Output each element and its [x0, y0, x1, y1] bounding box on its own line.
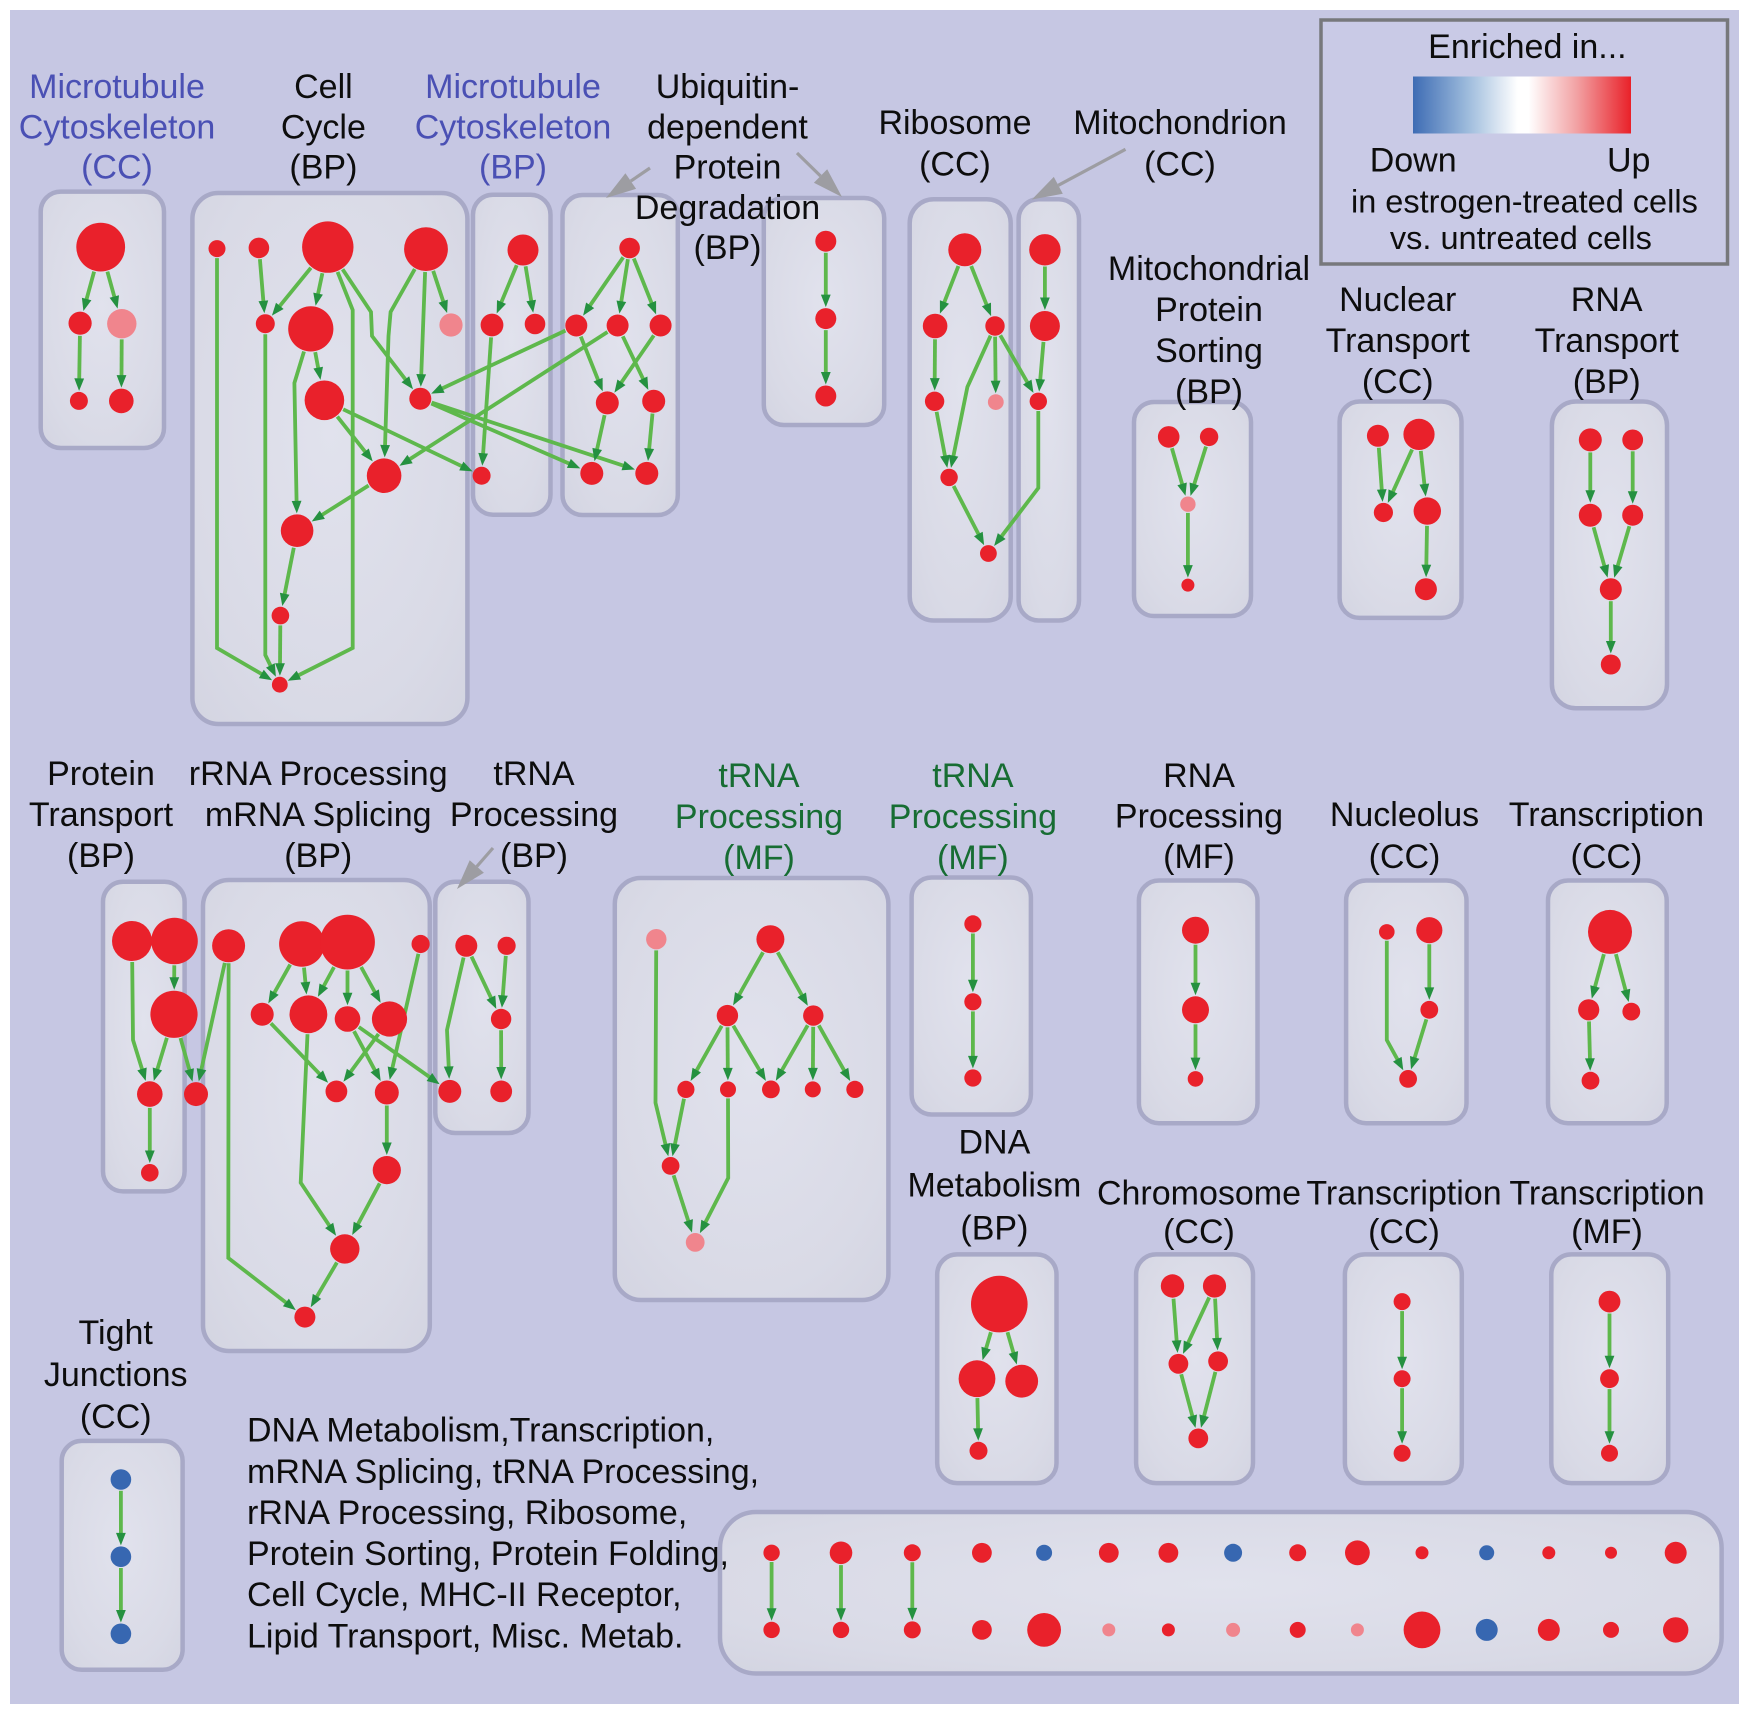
svg-text:Protein: Protein: [1155, 291, 1263, 329]
svg-text:Lipid Transport, Misc. Metab.: Lipid Transport, Misc. Metab.: [247, 1617, 684, 1655]
svg-text:Mitochondrion: Mitochondrion: [1073, 104, 1287, 142]
svg-text:Cell: Cell: [294, 68, 353, 106]
svg-text:RNA: RNA: [1163, 757, 1235, 795]
svg-text:Cell Cycle, MHC-II Receptor,: Cell Cycle, MHC-II Receptor,: [247, 1576, 682, 1614]
svg-text:(CC): (CC): [80, 1398, 152, 1436]
svg-text:Nucleolus: Nucleolus: [1330, 796, 1479, 834]
svg-text:Transcription: Transcription: [1509, 1175, 1704, 1213]
svg-text:Junctions: Junctions: [44, 1356, 188, 1394]
svg-text:Microtubule: Microtubule: [425, 68, 601, 106]
svg-text:(MF): (MF): [1571, 1213, 1643, 1251]
svg-text:(CC): (CC): [1163, 1213, 1235, 1251]
svg-text:(BP): (BP): [67, 837, 135, 875]
svg-text:(MF): (MF): [1163, 838, 1235, 876]
svg-text:Down: Down: [1370, 142, 1457, 180]
svg-text:(BP): (BP): [284, 837, 352, 875]
svg-text:Transport: Transport: [1535, 322, 1680, 360]
svg-text:(CC): (CC): [1362, 363, 1434, 401]
svg-text:(BP): (BP): [694, 229, 762, 267]
svg-text:Ribosome: Ribosome: [878, 104, 1031, 142]
svg-text:(CC): (CC): [1144, 146, 1216, 184]
svg-text:Processing: Processing: [1115, 798, 1283, 836]
svg-text:vs. untreated cells: vs. untreated cells: [1390, 220, 1652, 256]
svg-text:mRNA Splicing, tRNA Processing: mRNA Splicing, tRNA Processing,: [247, 1453, 759, 1491]
svg-text:rRNA Processing, Ribosome,: rRNA Processing, Ribosome,: [247, 1494, 687, 1532]
svg-text:(CC): (CC): [1369, 838, 1441, 876]
svg-text:Microtubule: Microtubule: [29, 68, 205, 106]
svg-text:Processing: Processing: [675, 798, 843, 836]
svg-text:Transport: Transport: [29, 796, 174, 834]
svg-text:Protein Sorting, Protein Foldi: Protein Sorting, Protein Folding,: [247, 1535, 729, 1573]
svg-text:DNA Metabolism,Transcription,: DNA Metabolism,Transcription,: [247, 1412, 714, 1450]
svg-text:Protein: Protein: [47, 755, 155, 793]
svg-text:(CC): (CC): [919, 146, 991, 184]
svg-text:(BP): (BP): [479, 149, 547, 187]
svg-text:Enriched in...: Enriched in...: [1428, 28, 1626, 66]
svg-text:Nuclear: Nuclear: [1339, 281, 1456, 319]
svg-text:Transport: Transport: [1326, 322, 1471, 360]
svg-text:Transcription: Transcription: [1306, 1175, 1501, 1213]
svg-text:Ubiquitin-: Ubiquitin-: [656, 68, 800, 106]
svg-text:in estrogen-treated cells: in estrogen-treated cells: [1351, 184, 1698, 220]
svg-text:Transcription: Transcription: [1509, 796, 1704, 834]
svg-text:(MF): (MF): [723, 839, 795, 877]
svg-text:(CC): (CC): [1571, 838, 1643, 876]
svg-text:RNA: RNA: [1571, 281, 1643, 319]
svg-text:(CC): (CC): [1368, 1213, 1440, 1251]
svg-text:Processing: Processing: [450, 796, 618, 834]
svg-text:(BP): (BP): [960, 1210, 1028, 1248]
svg-text:Chromosome: Chromosome: [1097, 1175, 1301, 1213]
svg-text:tRNA: tRNA: [718, 757, 800, 795]
svg-text:Metabolism: Metabolism: [907, 1167, 1081, 1205]
svg-text:Sorting: Sorting: [1155, 332, 1263, 370]
svg-text:Degradation: Degradation: [635, 189, 820, 227]
svg-text:(BP): (BP): [1573, 363, 1641, 401]
svg-text:(BP): (BP): [1175, 373, 1243, 411]
svg-text:mRNA Splicing: mRNA Splicing: [205, 796, 432, 834]
svg-text:Protein: Protein: [674, 149, 782, 187]
svg-text:Tight: Tight: [79, 1314, 154, 1352]
svg-text:rRNA Processing: rRNA Processing: [189, 755, 448, 793]
svg-text:Mitochondrial: Mitochondrial: [1108, 250, 1310, 288]
svg-text:Cytoskeleton: Cytoskeleton: [19, 108, 216, 146]
svg-text:DNA: DNA: [959, 1124, 1031, 1162]
svg-text:Cycle: Cycle: [281, 108, 366, 146]
svg-text:(CC): (CC): [81, 149, 153, 187]
svg-text:(MF): (MF): [937, 839, 1009, 877]
svg-text:tRNA: tRNA: [932, 757, 1014, 795]
svg-text:Up: Up: [1607, 142, 1650, 180]
svg-text:Processing: Processing: [889, 798, 1057, 836]
svg-text:(BP): (BP): [289, 149, 357, 187]
svg-text:Cytoskeleton: Cytoskeleton: [415, 108, 612, 146]
svg-text:tRNA: tRNA: [493, 755, 575, 793]
svg-text:(BP): (BP): [500, 837, 568, 875]
svg-text:dependent: dependent: [647, 108, 808, 146]
